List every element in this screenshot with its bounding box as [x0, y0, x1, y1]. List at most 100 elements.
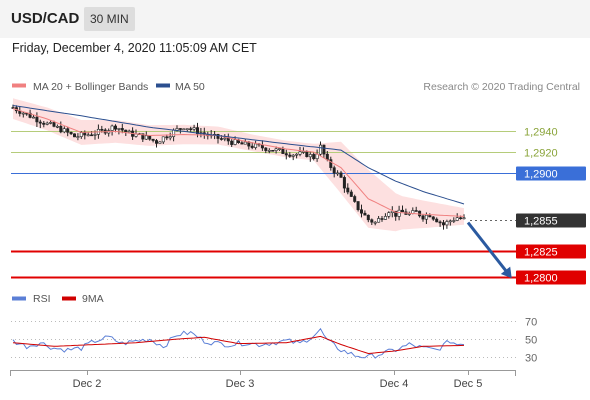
candle [295, 153, 299, 159]
candle-body [168, 136, 172, 139]
candle-body [66, 128, 70, 133]
candle [161, 136, 165, 144]
candle-body [373, 221, 377, 224]
candle-body [363, 212, 367, 216]
candle-body [62, 128, 66, 133]
candle [158, 141, 162, 144]
candle-body [445, 221, 449, 226]
legend-label-rsi: RSI [33, 293, 51, 305]
x-tick-label: Dec 4 [380, 378, 409, 390]
candle-body [438, 221, 442, 224]
candle-body [459, 217, 463, 219]
candle [62, 126, 66, 134]
candle [397, 205, 401, 221]
candle-body [148, 135, 152, 140]
candle [250, 142, 254, 150]
candle [55, 124, 59, 129]
candle-body [117, 128, 121, 130]
candle-body [45, 122, 49, 125]
rsi-ma-line [12, 335, 465, 355]
candle [42, 121, 46, 128]
level-label-bg [516, 244, 586, 259]
candle-body [144, 135, 148, 140]
candle-body [192, 127, 196, 130]
candle [431, 216, 435, 221]
candle-body [332, 167, 336, 174]
candle [366, 214, 370, 223]
candle-body [141, 133, 145, 140]
candle-body [172, 129, 176, 137]
candle-body [339, 172, 343, 178]
candle-body [52, 122, 56, 127]
candle [455, 213, 459, 222]
candle-body [356, 201, 360, 210]
candle-body [346, 187, 350, 193]
level-label-text: 1,2855 [524, 216, 558, 228]
candle-body [83, 132, 87, 136]
candle-body [158, 141, 162, 144]
candle-body [394, 210, 398, 217]
candle-body [165, 136, 169, 139]
candle-body [455, 217, 459, 221]
candle [110, 124, 114, 136]
candle-body [42, 122, 46, 125]
candle-body [49, 122, 53, 124]
x-tick-label: Dec 2 [73, 378, 102, 390]
level-label-text: 1,2900 [524, 169, 558, 181]
candle [435, 217, 439, 223]
candle-body [349, 191, 353, 197]
legend-label-bollinger: MA 20 + Bollinger Bands [33, 81, 148, 93]
candle-body [288, 154, 292, 157]
candle-body [69, 132, 73, 135]
candle [271, 150, 275, 152]
candle-body [353, 196, 357, 202]
candle [144, 131, 148, 140]
candle [370, 218, 374, 225]
candle-body [414, 210, 418, 212]
candle [168, 132, 172, 141]
candle-body [284, 153, 288, 156]
candle [59, 121, 63, 134]
candle [400, 205, 404, 213]
candle-body [38, 121, 42, 124]
legend-swatch-ma50 [156, 83, 170, 88]
candle [288, 152, 292, 158]
candle-body [448, 220, 452, 223]
candle-body [274, 148, 278, 151]
candle-body [120, 128, 124, 131]
candle-body [178, 128, 182, 130]
candle [336, 170, 340, 176]
candle [349, 189, 353, 197]
candle [45, 121, 49, 126]
candle-body [127, 130, 131, 133]
symbol-title: USD/CAD [11, 10, 80, 27]
candle [452, 217, 456, 223]
level-label-current: 1,2855 [516, 213, 586, 228]
candle-body [114, 125, 118, 130]
candle [189, 126, 193, 132]
candle-body [377, 218, 381, 223]
candle [264, 147, 268, 154]
candle [298, 146, 302, 157]
candle [438, 220, 442, 227]
ma50-line [12, 105, 465, 205]
candle-body [79, 132, 83, 137]
candle [230, 139, 234, 147]
candle-body [325, 153, 329, 160]
candle-body [305, 151, 309, 157]
candle [383, 213, 387, 220]
candle [38, 119, 42, 129]
candle [363, 210, 367, 216]
legend-label-ma50: MA 50 [175, 81, 205, 93]
candle-body [342, 177, 346, 189]
chart-datetime: Friday, December 4, 2020 11:05:09 AM CET [12, 41, 257, 55]
level-label-bg [516, 270, 586, 285]
candle-body [219, 138, 223, 140]
candle [192, 124, 196, 132]
candle-body [291, 154, 295, 157]
candle-body [55, 126, 59, 128]
candle-body [240, 142, 244, 145]
candle-body [318, 144, 322, 155]
candle [151, 138, 155, 143]
timeframe-badge[interactable]: 30 MIN [84, 7, 135, 31]
